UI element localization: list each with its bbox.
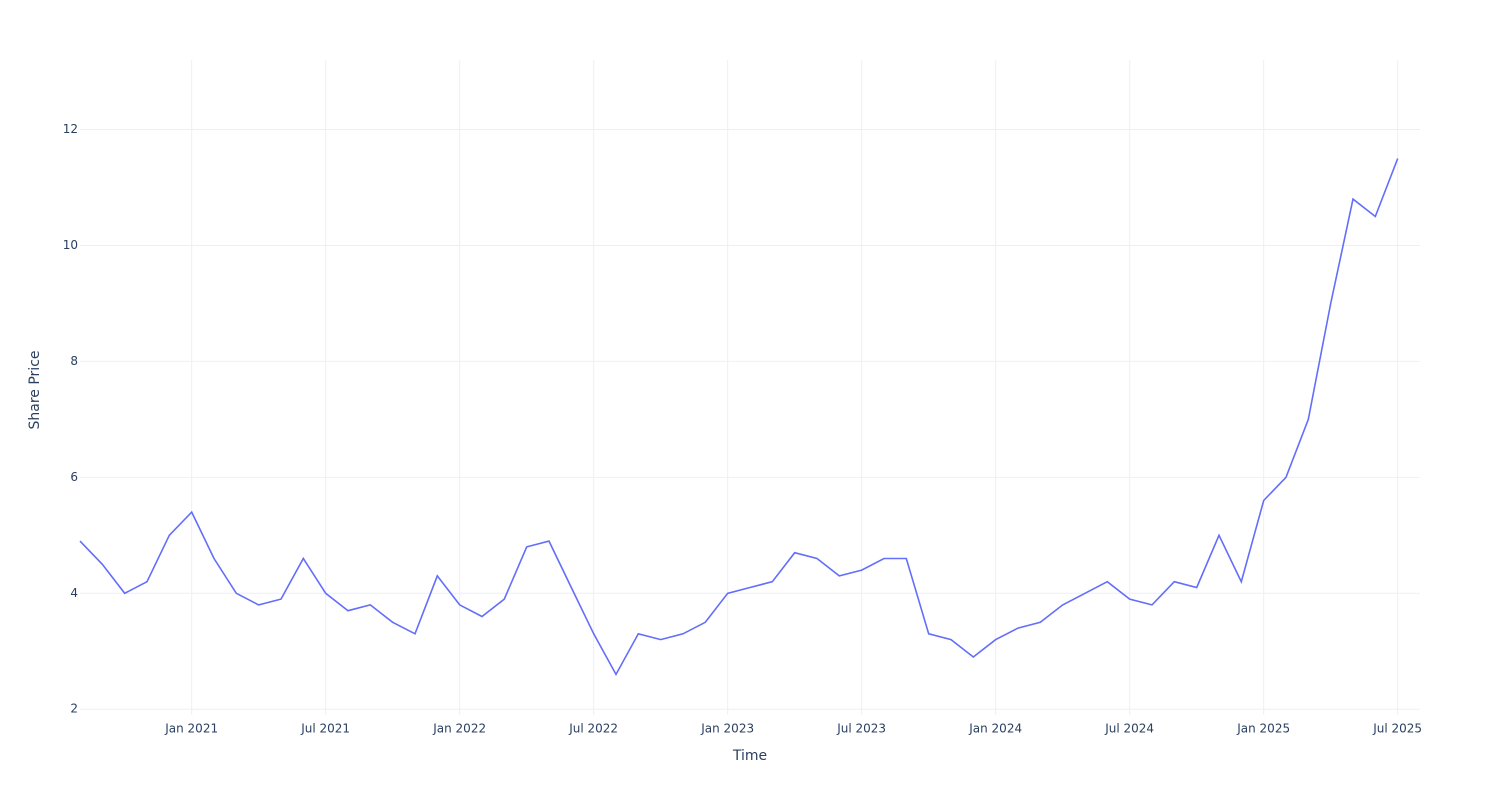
y-tick-label: 6 [70, 470, 78, 484]
x-tick-label: Jan 2021 [164, 722, 218, 736]
x-tick-label: Jul 2025 [1372, 722, 1422, 736]
x-tick-label: Jan 2022 [432, 722, 486, 736]
x-tick-label: Jul 2021 [300, 722, 350, 736]
y-tick-label: 2 [70, 702, 78, 716]
price-line [79, 158, 1399, 677]
y-tick-label: 4 [70, 586, 78, 600]
x-tick-label: Jan 2024 [968, 722, 1022, 736]
y-tick-label: 8 [70, 354, 78, 368]
y-tick-label: 10 [63, 238, 78, 252]
x-tick-label: Jan 2025 [1236, 722, 1290, 736]
y-tick-label: 12 [63, 122, 78, 136]
y-axis-title: Share Price [27, 350, 43, 429]
x-tick-label: Jul 2024 [1104, 722, 1154, 736]
x-axis-title: Time [732, 748, 767, 764]
x-tick-label: Jan 2023 [700, 722, 754, 736]
x-tick-label: Jul 2023 [836, 722, 886, 736]
x-tick-label: Jul 2022 [568, 722, 618, 736]
